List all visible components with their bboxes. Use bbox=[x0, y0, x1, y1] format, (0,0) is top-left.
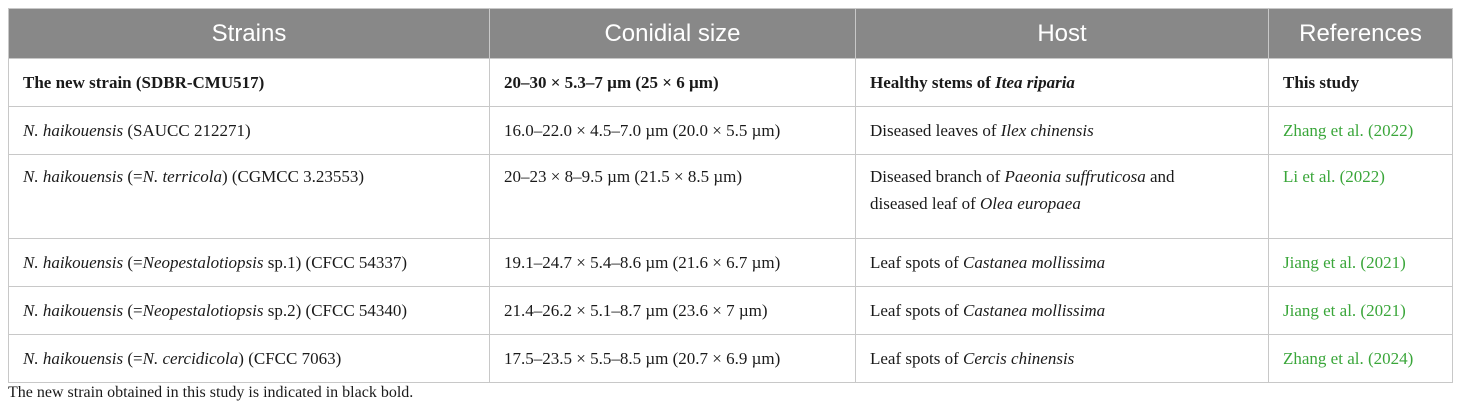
host-cell: Leaf spots of Cercis chinensis bbox=[855, 334, 1269, 383]
reference-link[interactable]: Jiang et al. (2021) bbox=[1268, 286, 1453, 335]
table-row: N. haikouensis (SAUCC 212271) 16.0–22.0 … bbox=[8, 106, 1453, 155]
conidial-size-cell: 20–30 × 5.3–7 µm (25 × 6 µm) bbox=[489, 58, 856, 107]
host-cell: Healthy stems of Itea riparia bbox=[855, 58, 1269, 107]
conidial-size-cell: 21.4–26.2 × 5.1–8.7 µm (23.6 × 7 µm) bbox=[489, 286, 856, 335]
host-cell: Leaf spots of Castanea mollissima bbox=[855, 286, 1269, 335]
strain-name: The new strain (SDBR-CMU517) bbox=[23, 73, 265, 92]
host-cell: Diseased branch of Paeonia suffruticosa … bbox=[855, 154, 1269, 239]
header-conidial-size: Conidial size bbox=[489, 8, 856, 59]
table-row: The new strain (SDBR-CMU517) 20–30 × 5.3… bbox=[8, 58, 1453, 107]
strain-cell: N. haikouensis (=N. terricola) (CGMCC 3.… bbox=[8, 154, 490, 239]
strain-comparison-table: Strains Conidial size Host References Th… bbox=[8, 8, 1453, 383]
table-row: N. haikouensis (=N. cercidicola) (CFCC 7… bbox=[8, 334, 1453, 383]
table-row: N. haikouensis (=Neopestalotiopsis sp.1)… bbox=[8, 238, 1453, 287]
conidial-size-cell: 19.1–24.7 × 5.4–8.6 µm (21.6 × 6.7 µm) bbox=[489, 238, 856, 287]
header-row: Strains Conidial size Host References bbox=[8, 8, 1453, 59]
conidial-size-cell: 20–23 × 8–9.5 µm (21.5 × 8.5 µm) bbox=[489, 154, 856, 239]
strain-cell: N. haikouensis (SAUCC 212271) bbox=[8, 106, 490, 155]
conidial-size-cell: 17.5–23.5 × 5.5–8.5 µm (20.7 × 6.9 µm) bbox=[489, 334, 856, 383]
header-host: Host bbox=[855, 8, 1269, 59]
header-strains: Strains bbox=[8, 8, 490, 59]
conidial-size-cell: 16.0–22.0 × 4.5–7.0 µm (20.0 × 5.5 µm) bbox=[489, 106, 856, 155]
table-row: N. haikouensis (=Neopestalotiopsis sp.2)… bbox=[8, 286, 1453, 335]
reference-cell: This study bbox=[1268, 58, 1453, 107]
strain-cell: N. haikouensis (=N. cercidicola) (CFCC 7… bbox=[8, 334, 490, 383]
table-row: N. haikouensis (=N. terricola) (CGMCC 3.… bbox=[8, 154, 1453, 239]
host-cell: Leaf spots of Castanea mollissima bbox=[855, 238, 1269, 287]
strain-cell: N. haikouensis (=Neopestalotiopsis sp.1)… bbox=[8, 238, 490, 287]
strain-cell: The new strain (SDBR-CMU517) bbox=[8, 58, 490, 107]
reference-link[interactable]: Jiang et al. (2021) bbox=[1268, 238, 1453, 287]
reference-link[interactable]: Zhang et al. (2022) bbox=[1268, 106, 1453, 155]
reference-link[interactable]: Zhang et al. (2024) bbox=[1268, 334, 1453, 383]
reference-link[interactable]: Li et al. (2022) bbox=[1268, 154, 1453, 239]
header-references: References bbox=[1268, 8, 1453, 59]
table-footnote: The new strain obtained in this study is… bbox=[8, 384, 414, 401]
strain-cell: N. haikouensis (=Neopestalotiopsis sp.2)… bbox=[8, 286, 490, 335]
host-cell: Diseased leaves of Ilex chinensis bbox=[855, 106, 1269, 155]
